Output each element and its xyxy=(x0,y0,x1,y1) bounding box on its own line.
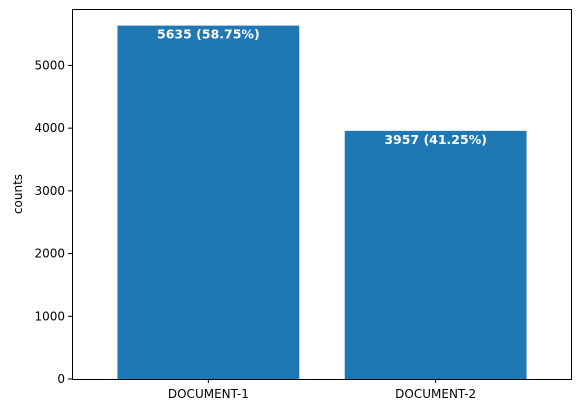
bar-document-2 xyxy=(344,130,527,379)
y-tick-label: 5000 xyxy=(34,58,65,72)
bar-document-1 xyxy=(117,25,300,379)
x-tick-label: DOCUMENT-2 xyxy=(395,387,476,401)
y-tick-label: 4000 xyxy=(34,121,65,135)
x-tick-label: DOCUMENT-1 xyxy=(168,387,249,401)
x-axis-ticks: DOCUMENT-1 DOCUMENT-2 xyxy=(168,379,476,401)
y-tick-label: 0 xyxy=(57,372,65,386)
bar-value-label: 3957 (41.25%) xyxy=(384,132,487,147)
bars-group xyxy=(117,25,527,379)
y-axis-ticks: 0 1000 2000 3000 4000 5000 xyxy=(34,58,72,386)
y-tick-label: 2000 xyxy=(34,247,65,261)
y-axis-label: counts xyxy=(11,174,25,214)
plot-frame xyxy=(72,9,572,380)
bar-value-label: 5635 (58.75%) xyxy=(157,27,260,42)
y-tick-label: 3000 xyxy=(34,184,65,198)
bar-labels-group: 5635 (58.75%) 3957 (41.25%) xyxy=(157,27,487,147)
y-tick-label: 1000 xyxy=(34,309,65,323)
